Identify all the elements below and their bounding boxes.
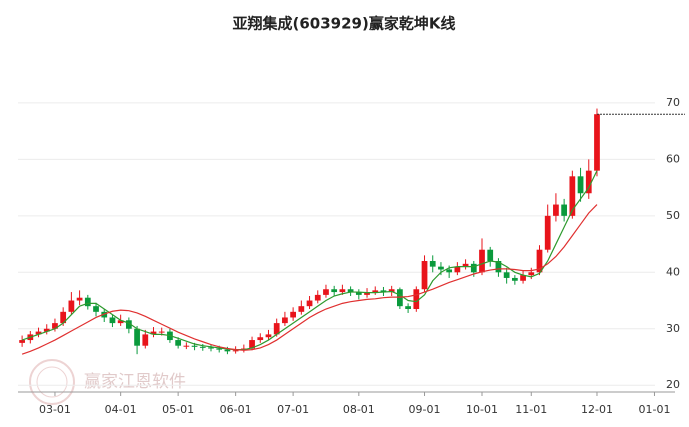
candle-body [117, 320, 124, 324]
candle-body [249, 340, 255, 349]
candle-body [364, 292, 370, 295]
candle-body [109, 317, 116, 324]
y-tick-label: 50 [666, 209, 680, 222]
candle-body [208, 347, 214, 349]
x-tick-label: 10-01 [466, 403, 498, 416]
candle-body [142, 334, 149, 346]
candle-body [191, 345, 198, 347]
candle-body [134, 328, 140, 346]
candle-body [125, 320, 132, 329]
candle-body [355, 292, 362, 295]
candle-body [150, 331, 157, 335]
candle-body [585, 170, 592, 194]
x-tick-label: 05-01 [162, 403, 194, 416]
candle-body [257, 337, 264, 341]
ma-line [21, 204, 598, 355]
candle-body [93, 306, 99, 312]
candle-body [405, 306, 411, 309]
candle-body [569, 176, 576, 216]
candle-body [413, 289, 420, 309]
x-tick-label: 06-01 [220, 403, 252, 416]
candle-body [503, 272, 510, 278]
y-tick-label: 40 [666, 265, 680, 278]
candle-body [429, 261, 436, 267]
candle-body [331, 289, 338, 293]
candle-body [282, 317, 288, 324]
candle-body [265, 334, 272, 338]
chart-title: 亚翔集成(603929)赢家乾坤K线 [233, 15, 456, 33]
x-tick-label: 08-01 [343, 403, 375, 416]
candle-body [84, 297, 91, 307]
candle-body [347, 289, 354, 293]
candle-body [520, 275, 526, 281]
candle-body [511, 277, 518, 281]
candle-body [158, 331, 165, 333]
candle-body [438, 266, 444, 270]
watermark-logo [29, 359, 75, 405]
x-tick-label: 01-01 [638, 403, 670, 416]
candle-body [446, 269, 453, 273]
y-tick-label: 70 [666, 96, 680, 109]
candle-body [306, 300, 313, 307]
y-tick-label: 20 [666, 378, 680, 391]
candle-body [216, 348, 223, 350]
candle-body [380, 290, 387, 293]
x-tick-label: 12-01 [581, 403, 613, 416]
candle-body [544, 215, 551, 250]
candle-body [273, 323, 280, 335]
watermark: 赢家江恩软件 [84, 372, 186, 392]
candle-body [68, 300, 75, 312]
candle-body [553, 204, 559, 216]
candle-body [487, 249, 494, 262]
candle-body [528, 272, 535, 276]
x-tick-label: 04-01 [105, 403, 137, 416]
candle-body [594, 114, 600, 171]
x-tick-label: 11-01 [515, 403, 547, 416]
x-tick-label: 07-01 [277, 403, 309, 416]
x-tick-label: 09-01 [409, 403, 441, 416]
candle-body [35, 331, 42, 335]
candle-body [421, 261, 428, 290]
candle-body [19, 340, 25, 343]
candle-body [454, 266, 461, 273]
candle-body [561, 204, 568, 216]
candle-body [323, 289, 329, 295]
candle-body [470, 263, 477, 273]
candle-body [76, 297, 83, 301]
candle-body [314, 294, 321, 301]
candle-body [298, 306, 305, 312]
candle-body [52, 323, 58, 329]
candle-body [224, 349, 231, 352]
candle-body [495, 261, 502, 273]
candle-body [290, 311, 296, 318]
candle-body [43, 328, 50, 332]
candle-body [372, 290, 379, 293]
candle-body [60, 311, 67, 324]
candle-body [577, 176, 584, 194]
ma-line [21, 170, 598, 351]
candle-body [479, 249, 485, 273]
candle-body [199, 346, 206, 348]
y-tick-label: 60 [666, 152, 680, 165]
candle-body [536, 249, 543, 273]
candle-body [232, 350, 239, 352]
candle-body [183, 345, 190, 347]
x-tick-label: 03-01 [39, 403, 71, 416]
y-tick-label: 30 [666, 322, 680, 335]
candle-body [175, 340, 182, 346]
candle-body [388, 289, 395, 293]
candle-body [339, 289, 346, 293]
candle-body [462, 263, 469, 267]
